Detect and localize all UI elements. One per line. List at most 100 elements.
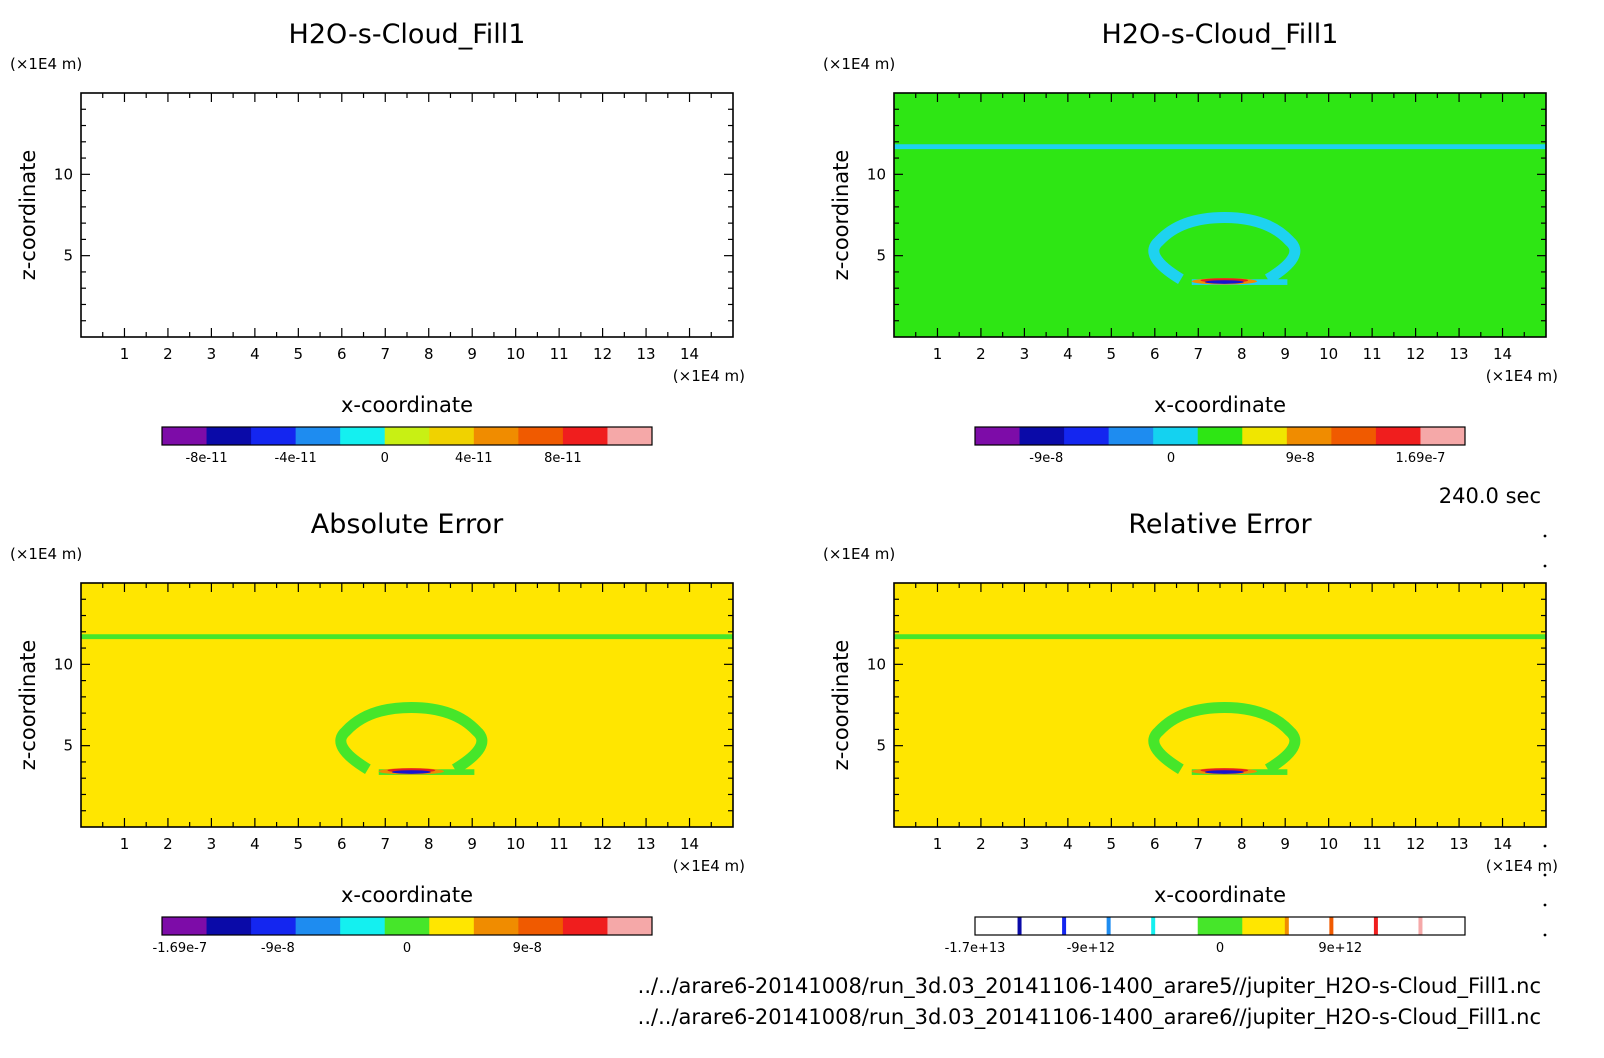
colorbar-label: 0 xyxy=(381,451,389,466)
dot xyxy=(1543,534,1547,538)
x-tick-label: 8 xyxy=(1237,835,1247,853)
colorbar-stripe xyxy=(1062,917,1067,935)
x-tick-label: 11 xyxy=(1363,835,1382,853)
x-tick-label: 3 xyxy=(1020,835,1030,853)
colorbar-segment xyxy=(1375,917,1421,935)
x-tick-label: 9 xyxy=(1280,835,1290,853)
x-tick-label: 11 xyxy=(550,345,569,363)
colorbar-segment xyxy=(1286,917,1332,935)
x-axis-label: x-coordinate xyxy=(1154,883,1286,907)
colorbar-segment xyxy=(518,917,564,935)
chart-panel-1: H2O-s-Cloud_Fill1(×1E4 m)1 2 3 4 5 6 7 8 9 10 11 12… xyxy=(10,19,745,466)
colorbar-segment xyxy=(206,917,252,935)
colorbar-label: -4e-11 xyxy=(275,451,317,466)
x-tick-label: 7 xyxy=(1193,345,1203,363)
colorbar-segment xyxy=(607,917,653,935)
x-tick-label: 1 xyxy=(120,835,130,853)
colorbar-segment xyxy=(340,427,386,445)
x-tick-label: 9 xyxy=(1280,345,1290,363)
x-tick-label: 12 xyxy=(593,835,612,853)
x-unit-label: (×1E4 m) xyxy=(673,367,745,385)
colorbar-segment xyxy=(1197,917,1243,935)
x-tick-label: 3 xyxy=(1020,345,1030,363)
x-axis-label: x-coordinate xyxy=(341,883,473,907)
colorbar-segment xyxy=(1375,427,1421,445)
colorbar-segment xyxy=(1331,427,1377,445)
colorbar-segment xyxy=(473,917,519,935)
dot xyxy=(1543,564,1547,568)
colorbar-stripe xyxy=(1151,917,1156,935)
x-tick-label: 12 xyxy=(1406,345,1425,363)
x-tick-label: 4 xyxy=(250,835,260,853)
colorbar-segment xyxy=(1064,917,1110,935)
x-tick-label: 6 xyxy=(337,835,347,853)
colorbar-segment xyxy=(1019,427,1065,445)
x-tick-label: 2 xyxy=(976,835,986,853)
chart-title: H2O-s-Cloud_Fill1 xyxy=(289,19,526,50)
colorbar-segment xyxy=(295,917,341,935)
colorbar-segment xyxy=(1197,427,1243,445)
x-tick-label: 12 xyxy=(593,345,612,363)
colorbar-label: 1.69e-7 xyxy=(1396,451,1446,466)
colorbar-segment xyxy=(251,427,297,445)
colorbar-stripe xyxy=(1017,917,1022,935)
x-tick-label: 7 xyxy=(1193,835,1203,853)
dot xyxy=(1543,933,1547,937)
colorbar-segment xyxy=(1242,427,1288,445)
x-tick-label: 4 xyxy=(1063,345,1073,363)
y-unit-label: (×1E4 m) xyxy=(10,545,82,563)
y-unit-label: (×1E4 m) xyxy=(823,55,895,73)
x-tick-label: 7 xyxy=(380,835,390,853)
x-tick-label: 8 xyxy=(1237,345,1247,363)
y-axis-label: z-coordinate xyxy=(16,640,40,771)
colorbar-segment xyxy=(1064,427,1110,445)
colorbar-segment xyxy=(429,427,475,445)
colorbar-stripe xyxy=(1106,917,1111,935)
colorbar-label: -9e-8 xyxy=(1029,451,1063,466)
x-tick-label: 6 xyxy=(337,345,347,363)
chart-panel-3: Absolute Error(×1E4 m)1 2 3 4 5 6 7 8 9 10 11 12 13 1… xyxy=(10,509,745,956)
colorbar-label: -1.69e-7 xyxy=(153,941,208,956)
y-axis-label: z-coordinate xyxy=(16,150,40,281)
chart-title: Relative Error xyxy=(1128,509,1312,540)
cloud-layer-line xyxy=(894,634,1546,640)
colorbar-stripe xyxy=(1284,917,1289,935)
colorbar-segment xyxy=(384,427,430,445)
y-unit-label: (×1E4 m) xyxy=(823,545,895,563)
x-unit-label: (×1E4 m) xyxy=(673,857,745,875)
colorbar-segment xyxy=(562,917,608,935)
colorbar-segment xyxy=(1153,427,1199,445)
colorbar-segment xyxy=(1331,917,1377,935)
x-tick-label: 14 xyxy=(680,835,699,853)
colorbar-segment xyxy=(1153,917,1199,935)
plot-area xyxy=(81,93,733,337)
x-tick-label: 1 xyxy=(120,345,130,363)
x-tick-label: 13 xyxy=(637,835,656,853)
file-path-2: ../../arare6-20141008/run_3d.03_20141106… xyxy=(638,1005,1541,1030)
dot xyxy=(1543,844,1547,848)
x-tick-label: 12 xyxy=(1406,835,1425,853)
colorbar-segment xyxy=(206,427,252,445)
colorbar-label: 8e-11 xyxy=(544,451,582,466)
x-tick-label: 6 xyxy=(1150,345,1160,363)
colorbar-segment xyxy=(975,427,1021,445)
cloud-layer-line xyxy=(894,144,1546,150)
colorbar-segment xyxy=(473,427,519,445)
x-axis-label: x-coordinate xyxy=(341,393,473,417)
x-tick-label: 9 xyxy=(467,835,477,853)
colorbar-label: 9e+12 xyxy=(1318,941,1362,956)
colorbar-stripe xyxy=(1373,917,1378,935)
colorbar-label: -8e-11 xyxy=(185,451,227,466)
y-axis-label: z-coordinate xyxy=(829,150,853,281)
x-tick-label: 10 xyxy=(506,835,525,853)
cloud-ring xyxy=(335,701,488,774)
x-tick-label: 2 xyxy=(976,345,986,363)
colorbar-segment xyxy=(1242,917,1288,935)
colorbar-segment xyxy=(1019,917,1065,935)
y-tick-label: 10 xyxy=(54,655,73,673)
y-tick-label: 10 xyxy=(867,655,886,673)
file-path-1: ../../arare6-20141008/run_3d.03_20141106… xyxy=(638,974,1541,999)
x-tick-label: 5 xyxy=(1107,345,1117,363)
x-tick-label: 6 xyxy=(1150,835,1160,853)
